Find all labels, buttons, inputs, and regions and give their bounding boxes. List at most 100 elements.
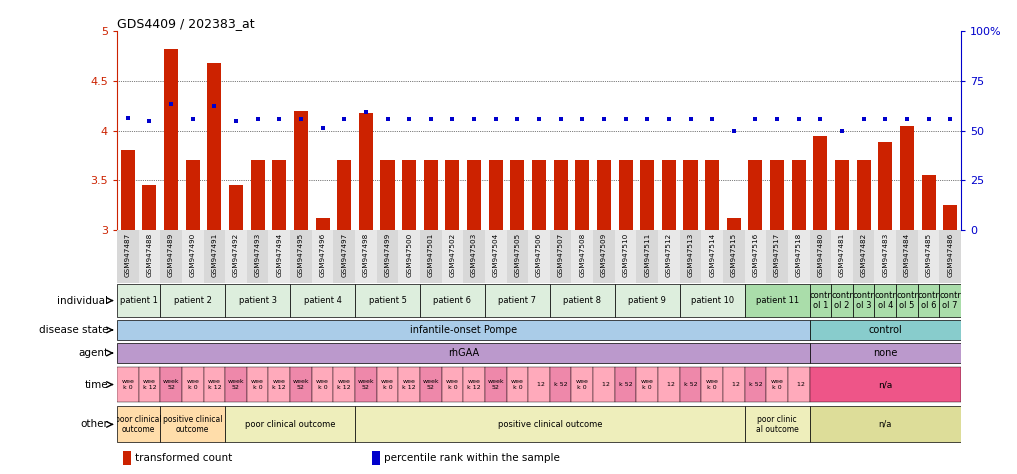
Bar [506, 366, 528, 402]
Text: rhGAA: rhGAA [447, 348, 479, 358]
Text: GSM947513: GSM947513 [687, 233, 694, 277]
Bar [637, 366, 658, 402]
Text: poor clinic
al outcome: poor clinic al outcome [756, 415, 798, 434]
Bar [766, 366, 788, 402]
Text: GSM947490: GSM947490 [190, 233, 195, 277]
Text: GSM947496: GSM947496 [319, 233, 325, 277]
Text: contr
ol 4: contr ol 4 [875, 291, 896, 310]
Bar [186, 160, 199, 230]
Bar [161, 230, 182, 283]
Bar [788, 230, 810, 283]
Text: GSM947493: GSM947493 [254, 233, 260, 277]
Bar [225, 366, 247, 402]
Point [899, 115, 915, 122]
Bar [831, 230, 853, 283]
Bar [770, 160, 784, 230]
Text: contr
ol 3: contr ol 3 [852, 291, 875, 310]
Text: GSM947507: GSM947507 [557, 233, 563, 277]
Bar [940, 230, 961, 283]
Point [726, 127, 742, 134]
Point [596, 115, 612, 122]
Bar [900, 126, 914, 230]
Bar [117, 319, 810, 340]
Bar [420, 366, 441, 402]
Text: wee
k 0: wee k 0 [446, 379, 459, 390]
Text: GSM947500: GSM947500 [406, 233, 412, 277]
Bar [658, 230, 679, 283]
Point [141, 117, 158, 124]
Bar [250, 160, 264, 230]
Bar [810, 366, 961, 402]
Bar [121, 150, 135, 230]
Text: k 52: k 52 [618, 382, 633, 387]
Bar [744, 406, 810, 442]
Point [336, 115, 352, 122]
Text: patient 5: patient 5 [368, 296, 407, 305]
Point [878, 115, 894, 122]
Point [942, 115, 958, 122]
Text: k 52: k 52 [749, 382, 763, 387]
Text: GSM947502: GSM947502 [450, 233, 456, 277]
Bar [290, 366, 312, 402]
Bar [576, 160, 589, 230]
Text: contr
ol 1: contr ol 1 [810, 291, 831, 310]
Text: week
52: week 52 [422, 379, 439, 390]
Text: GSM947492: GSM947492 [233, 233, 239, 277]
Bar [441, 366, 464, 402]
Text: week
52: week 52 [163, 379, 179, 390]
Text: percentile rank within the sample: percentile rank within the sample [384, 453, 560, 463]
Bar [943, 205, 957, 230]
Text: GSM947512: GSM947512 [666, 233, 672, 277]
Bar [917, 230, 940, 283]
Bar [399, 230, 420, 283]
Bar [831, 284, 853, 317]
Text: wee
k 0: wee k 0 [706, 379, 719, 390]
Bar [572, 230, 593, 283]
Text: GSM947501: GSM947501 [428, 233, 434, 277]
Point [163, 100, 179, 108]
Text: patient 10: patient 10 [691, 296, 733, 305]
Bar [485, 366, 506, 402]
Text: GSM947518: GSM947518 [795, 233, 801, 277]
Text: 12: 12 [533, 382, 545, 387]
Bar [723, 366, 744, 402]
Text: GSM947514: GSM947514 [709, 233, 715, 277]
Text: GSM947486: GSM947486 [947, 233, 953, 277]
Text: patient 4: patient 4 [304, 296, 342, 305]
Point [704, 115, 720, 122]
Text: GSM947489: GSM947489 [168, 233, 174, 277]
Bar [399, 366, 420, 402]
Text: GSM947504: GSM947504 [492, 233, 498, 277]
Bar [550, 366, 572, 402]
Text: week
52: week 52 [228, 379, 244, 390]
Bar [467, 160, 481, 230]
Text: GSM947516: GSM947516 [753, 233, 759, 277]
Bar [614, 366, 637, 402]
Bar [744, 284, 810, 317]
Text: n/a: n/a [879, 420, 892, 429]
Bar [138, 366, 161, 402]
Text: GSM947503: GSM947503 [471, 233, 477, 277]
Bar [896, 230, 917, 283]
Bar [247, 230, 268, 283]
Bar [921, 175, 936, 230]
Bar [376, 230, 399, 283]
Point [206, 102, 223, 109]
Bar [380, 160, 395, 230]
Bar [683, 160, 698, 230]
Text: GSM947481: GSM947481 [839, 233, 845, 277]
Bar [485, 230, 506, 283]
Point [358, 108, 374, 115]
Text: GSM947480: GSM947480 [818, 233, 824, 277]
Text: GSM947497: GSM947497 [342, 233, 347, 277]
Point [120, 114, 136, 121]
Bar [550, 230, 572, 283]
Text: GSM947511: GSM947511 [644, 233, 650, 277]
Text: contr
ol 7: contr ol 7 [940, 291, 961, 310]
Point [228, 117, 244, 124]
Bar [334, 230, 355, 283]
Bar [485, 284, 550, 317]
Text: time: time [84, 380, 108, 390]
Bar [550, 284, 614, 317]
Point [682, 115, 699, 122]
